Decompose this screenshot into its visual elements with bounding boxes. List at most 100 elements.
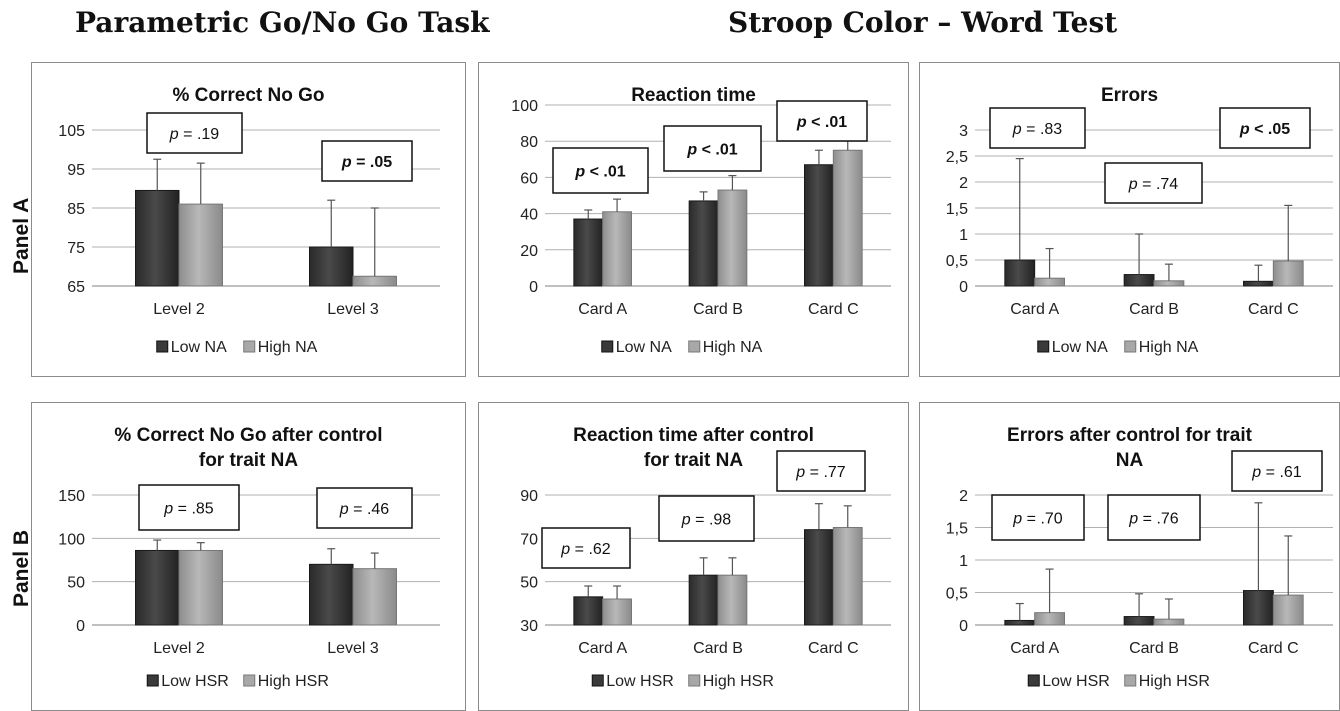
annotation-text: p = .05 (341, 154, 392, 171)
y-tick-label: 100 (511, 98, 538, 115)
chart-b1-correct-no-go-control: % Correct No Go after control for trait N… (31, 402, 466, 711)
legend-swatch (688, 674, 701, 687)
y-tick-label: 2 (959, 175, 968, 192)
y-tick-label: 65 (67, 279, 85, 296)
y-tick-label: 40 (520, 207, 538, 224)
y-tick-label: 90 (520, 488, 538, 505)
annotation-value: = .83 (1022, 121, 1063, 138)
annotation-p: p (1251, 464, 1261, 481)
annotation-text: p = .46 (339, 501, 389, 518)
chart-svg: % Correct No Go after control for trait N… (58, 425, 440, 690)
legend-swatch (1027, 674, 1040, 687)
legend-swatch (1124, 340, 1137, 353)
y-tick-label: 1,5 (946, 201, 968, 218)
x-tick-label: Card A (578, 301, 627, 318)
y-tick-label: 0 (959, 618, 968, 635)
legend-swatch (601, 340, 614, 353)
bar (178, 549, 223, 626)
annotation-box (989, 107, 1086, 149)
annotation-box (1107, 494, 1201, 541)
annotation-p: p (574, 164, 585, 181)
chart-svg: Reaction time 0 20 40 60 80 100 Card A Card B Car… (511, 85, 891, 356)
legend-swatch (688, 340, 701, 353)
chart-a2-reaction-time: Reaction time 0 20 40 60 80 100 Card A Card B Car… (478, 62, 909, 377)
y-tick-label: 150 (58, 488, 85, 505)
y-tick-label: 100 (58, 531, 85, 548)
x-tick-label: Card C (808, 640, 859, 657)
annotation-value: = .85 (173, 501, 214, 518)
annotation-text: p < .01 (574, 164, 625, 181)
chart-title: Errors after control for trait (1007, 425, 1253, 446)
annotation-value: = .76 (1138, 511, 1179, 528)
annotation-value: < .01 (807, 114, 848, 131)
bar (1272, 260, 1304, 287)
bar (1034, 612, 1065, 626)
bar (1153, 618, 1185, 626)
annotation-value: = .19 (179, 126, 220, 143)
bar (832, 149, 863, 287)
chart-svg: Errors after control for trait NA 0 0,5 1 1,5… (946, 425, 1333, 690)
annotation-text: p = .85 (163, 501, 213, 518)
annotation-p: p (339, 501, 349, 518)
annotation-p: p (1012, 511, 1022, 528)
annotation-value: < .01 (697, 142, 738, 159)
annotation-box (776, 100, 868, 142)
annotation-text: p = .61 (1251, 464, 1301, 481)
bar (832, 527, 863, 626)
annotation-value: = .77 (805, 464, 846, 481)
x-tick-label: Level 3 (327, 301, 379, 318)
bar (1123, 616, 1155, 626)
annotation-box (146, 112, 243, 154)
annotation-box (552, 147, 649, 194)
chart-title: % Correct No Go (172, 85, 324, 106)
bar (573, 218, 604, 287)
y-tick-label: 50 (520, 575, 538, 592)
y-tick-label: 0,5 (946, 586, 968, 603)
bar (688, 574, 719, 626)
legend-label: High NA (258, 339, 318, 356)
annotation-box (658, 495, 755, 542)
legend-swatch (1124, 674, 1137, 687)
annotation-text: p = .70 (1012, 511, 1062, 528)
legend-swatch (243, 674, 256, 687)
bar (1272, 594, 1304, 626)
legend-label: High HSR (703, 673, 774, 690)
y-tick-label: 1,5 (946, 521, 968, 538)
bar (573, 596, 604, 626)
x-tick-label: Card A (1010, 640, 1059, 657)
chart-title: Reaction time after control (573, 425, 814, 446)
annotation-text: p = .98 (681, 512, 731, 529)
chart-b3-errors-control: Errors after control for trait NA 0 0,5 1 1,5… (919, 402, 1340, 711)
annotation-box (991, 494, 1085, 541)
x-tick-label: Card C (1248, 301, 1299, 318)
y-tick-label: 75 (67, 240, 85, 257)
y-tick-label: 2 (959, 488, 968, 505)
y-tick-label: 1 (959, 553, 968, 570)
bar (1004, 619, 1036, 626)
annotation-p: p (163, 501, 173, 518)
annotation-text: p = .19 (169, 126, 219, 143)
bar (804, 164, 834, 287)
annotation-text: p = .62 (560, 541, 610, 558)
annotation-p: p (341, 154, 352, 171)
annotation-value: = .74 (1138, 176, 1179, 193)
x-tick-label: Level 2 (153, 640, 205, 657)
bar (1243, 280, 1274, 287)
y-tick-label: 1 (959, 227, 968, 244)
y-tick-label: 3 (959, 123, 968, 140)
annotation-p: p (1128, 176, 1138, 193)
y-tick-label: 0,5 (946, 253, 968, 270)
header-stroop: Stroop Color – Word Test (728, 6, 1118, 39)
y-tick-label: 60 (520, 170, 538, 187)
bar (352, 275, 397, 287)
chart-b2-reaction-time-control: Reaction time after control for trait NA 3… (478, 402, 909, 711)
y-tick-label: 85 (67, 201, 85, 218)
legend-label: High NA (1139, 339, 1199, 356)
annotation-box (138, 484, 240, 531)
legend-swatch (243, 340, 256, 353)
y-tick-label: 0 (959, 279, 968, 296)
x-tick-label: Card A (1010, 301, 1059, 318)
chart-svg: Errors 0 0,5 1 1,5 2 2,5 3 Card A Card B Card C p =… (946, 85, 1333, 356)
bar (1034, 277, 1065, 287)
annotation-p: p (560, 541, 570, 558)
